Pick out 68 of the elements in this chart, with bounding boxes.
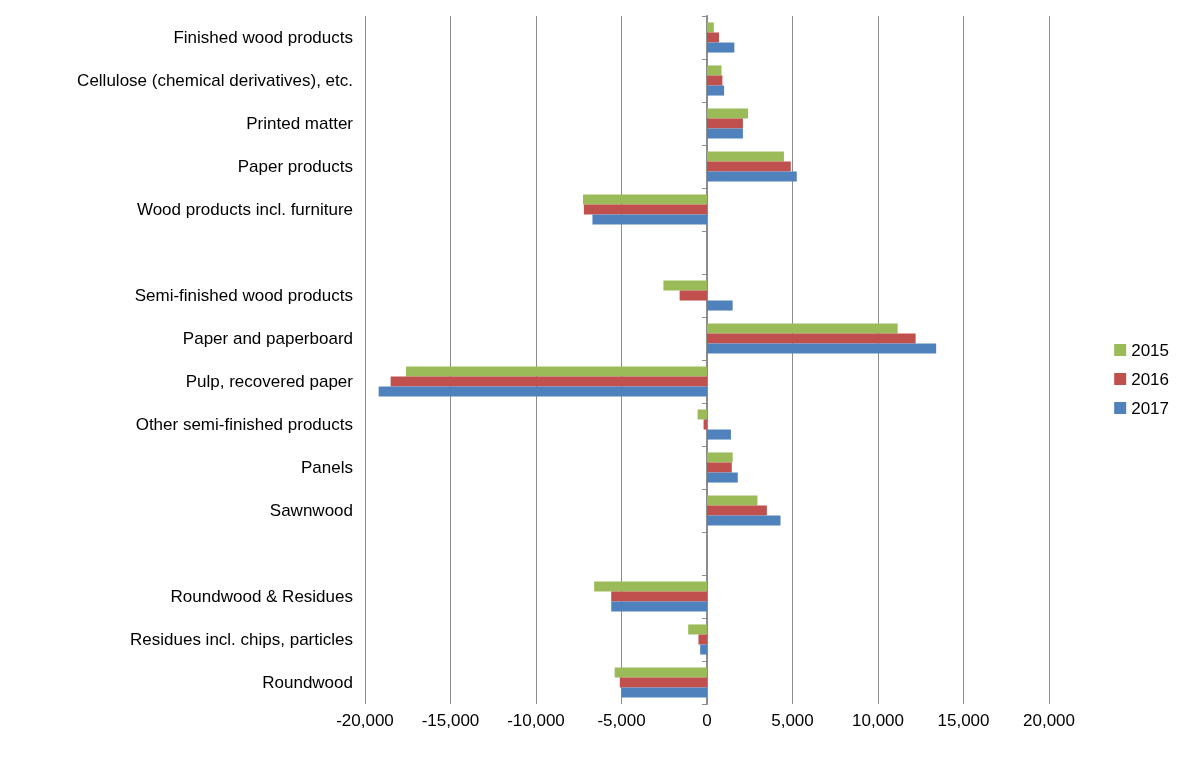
bar xyxy=(614,667,707,678)
bar xyxy=(707,472,738,483)
x-tick-label: -20,000 xyxy=(336,711,394,730)
bar xyxy=(688,624,707,635)
y-tick-label: Cellulose (chemical derivatives), etc. xyxy=(77,71,353,90)
bar xyxy=(698,634,707,645)
bar xyxy=(707,161,791,172)
bar xyxy=(707,515,781,526)
x-tick-label: 20,000 xyxy=(1023,711,1075,730)
bar xyxy=(707,452,733,463)
x-tick-label: -10,000 xyxy=(507,711,565,730)
bar xyxy=(611,591,707,602)
bar xyxy=(406,366,707,377)
bar xyxy=(707,151,784,162)
y-tick-label: Roundwood xyxy=(262,673,353,692)
bar xyxy=(700,644,707,655)
bar xyxy=(611,601,707,612)
bar xyxy=(707,343,937,354)
bar xyxy=(707,171,797,182)
bar xyxy=(707,462,732,473)
y-tick-label: Finished wood products xyxy=(173,28,353,47)
legend-label: 2015 xyxy=(1131,340,1170,360)
bar xyxy=(707,333,916,344)
x-tick-label: -15,000 xyxy=(421,711,480,730)
bar xyxy=(619,677,707,688)
x-tick-label: 5,000 xyxy=(771,711,814,730)
bar xyxy=(707,429,731,440)
y-tick-label: Paper products xyxy=(237,157,353,176)
bar xyxy=(703,419,707,430)
bar xyxy=(707,118,743,129)
bar xyxy=(707,22,714,33)
bar xyxy=(707,65,722,76)
bar xyxy=(592,214,707,225)
y-tick-label: Pulp, recovered paper xyxy=(185,372,354,391)
bar xyxy=(707,42,735,53)
y-tick-label: Residues incl. chips, particles xyxy=(130,630,353,649)
x-tick-label: 0 xyxy=(702,711,712,730)
legend-label: 2016 xyxy=(1131,369,1170,389)
x-tick-label: 15,000 xyxy=(937,711,990,730)
bar xyxy=(707,495,758,506)
bar xyxy=(663,280,707,291)
bar xyxy=(707,300,733,311)
bar xyxy=(583,204,707,215)
y-tick-label: Wood products incl. furniture xyxy=(136,200,353,219)
y-tick-label: Panels xyxy=(301,458,353,477)
y-tick-label: Roundwood & Residues xyxy=(170,587,353,606)
bar xyxy=(707,75,723,86)
bar xyxy=(707,128,743,139)
y-tick-label: Sawnwood xyxy=(269,501,353,520)
bar xyxy=(707,85,725,96)
bar xyxy=(621,687,707,698)
y-tick-label: Other semi-finished products xyxy=(135,415,353,434)
legend-label: 2017 xyxy=(1131,398,1170,418)
x-tick-label: -5,000 xyxy=(597,711,646,730)
bar xyxy=(679,290,707,301)
bar xyxy=(583,194,707,205)
bar xyxy=(707,505,767,516)
bar xyxy=(390,376,707,387)
bar xyxy=(594,581,707,592)
y-tick-label: Paper and paperboard xyxy=(182,329,353,348)
y-tick-label: Printed matter xyxy=(246,114,354,133)
bar xyxy=(707,108,749,119)
bar xyxy=(707,323,898,334)
y-tick-label: Semi-finished wood products xyxy=(134,286,353,305)
x-tick-label: 10,000 xyxy=(852,711,904,730)
bar xyxy=(707,32,719,43)
bar xyxy=(378,386,707,397)
bar xyxy=(697,409,707,420)
